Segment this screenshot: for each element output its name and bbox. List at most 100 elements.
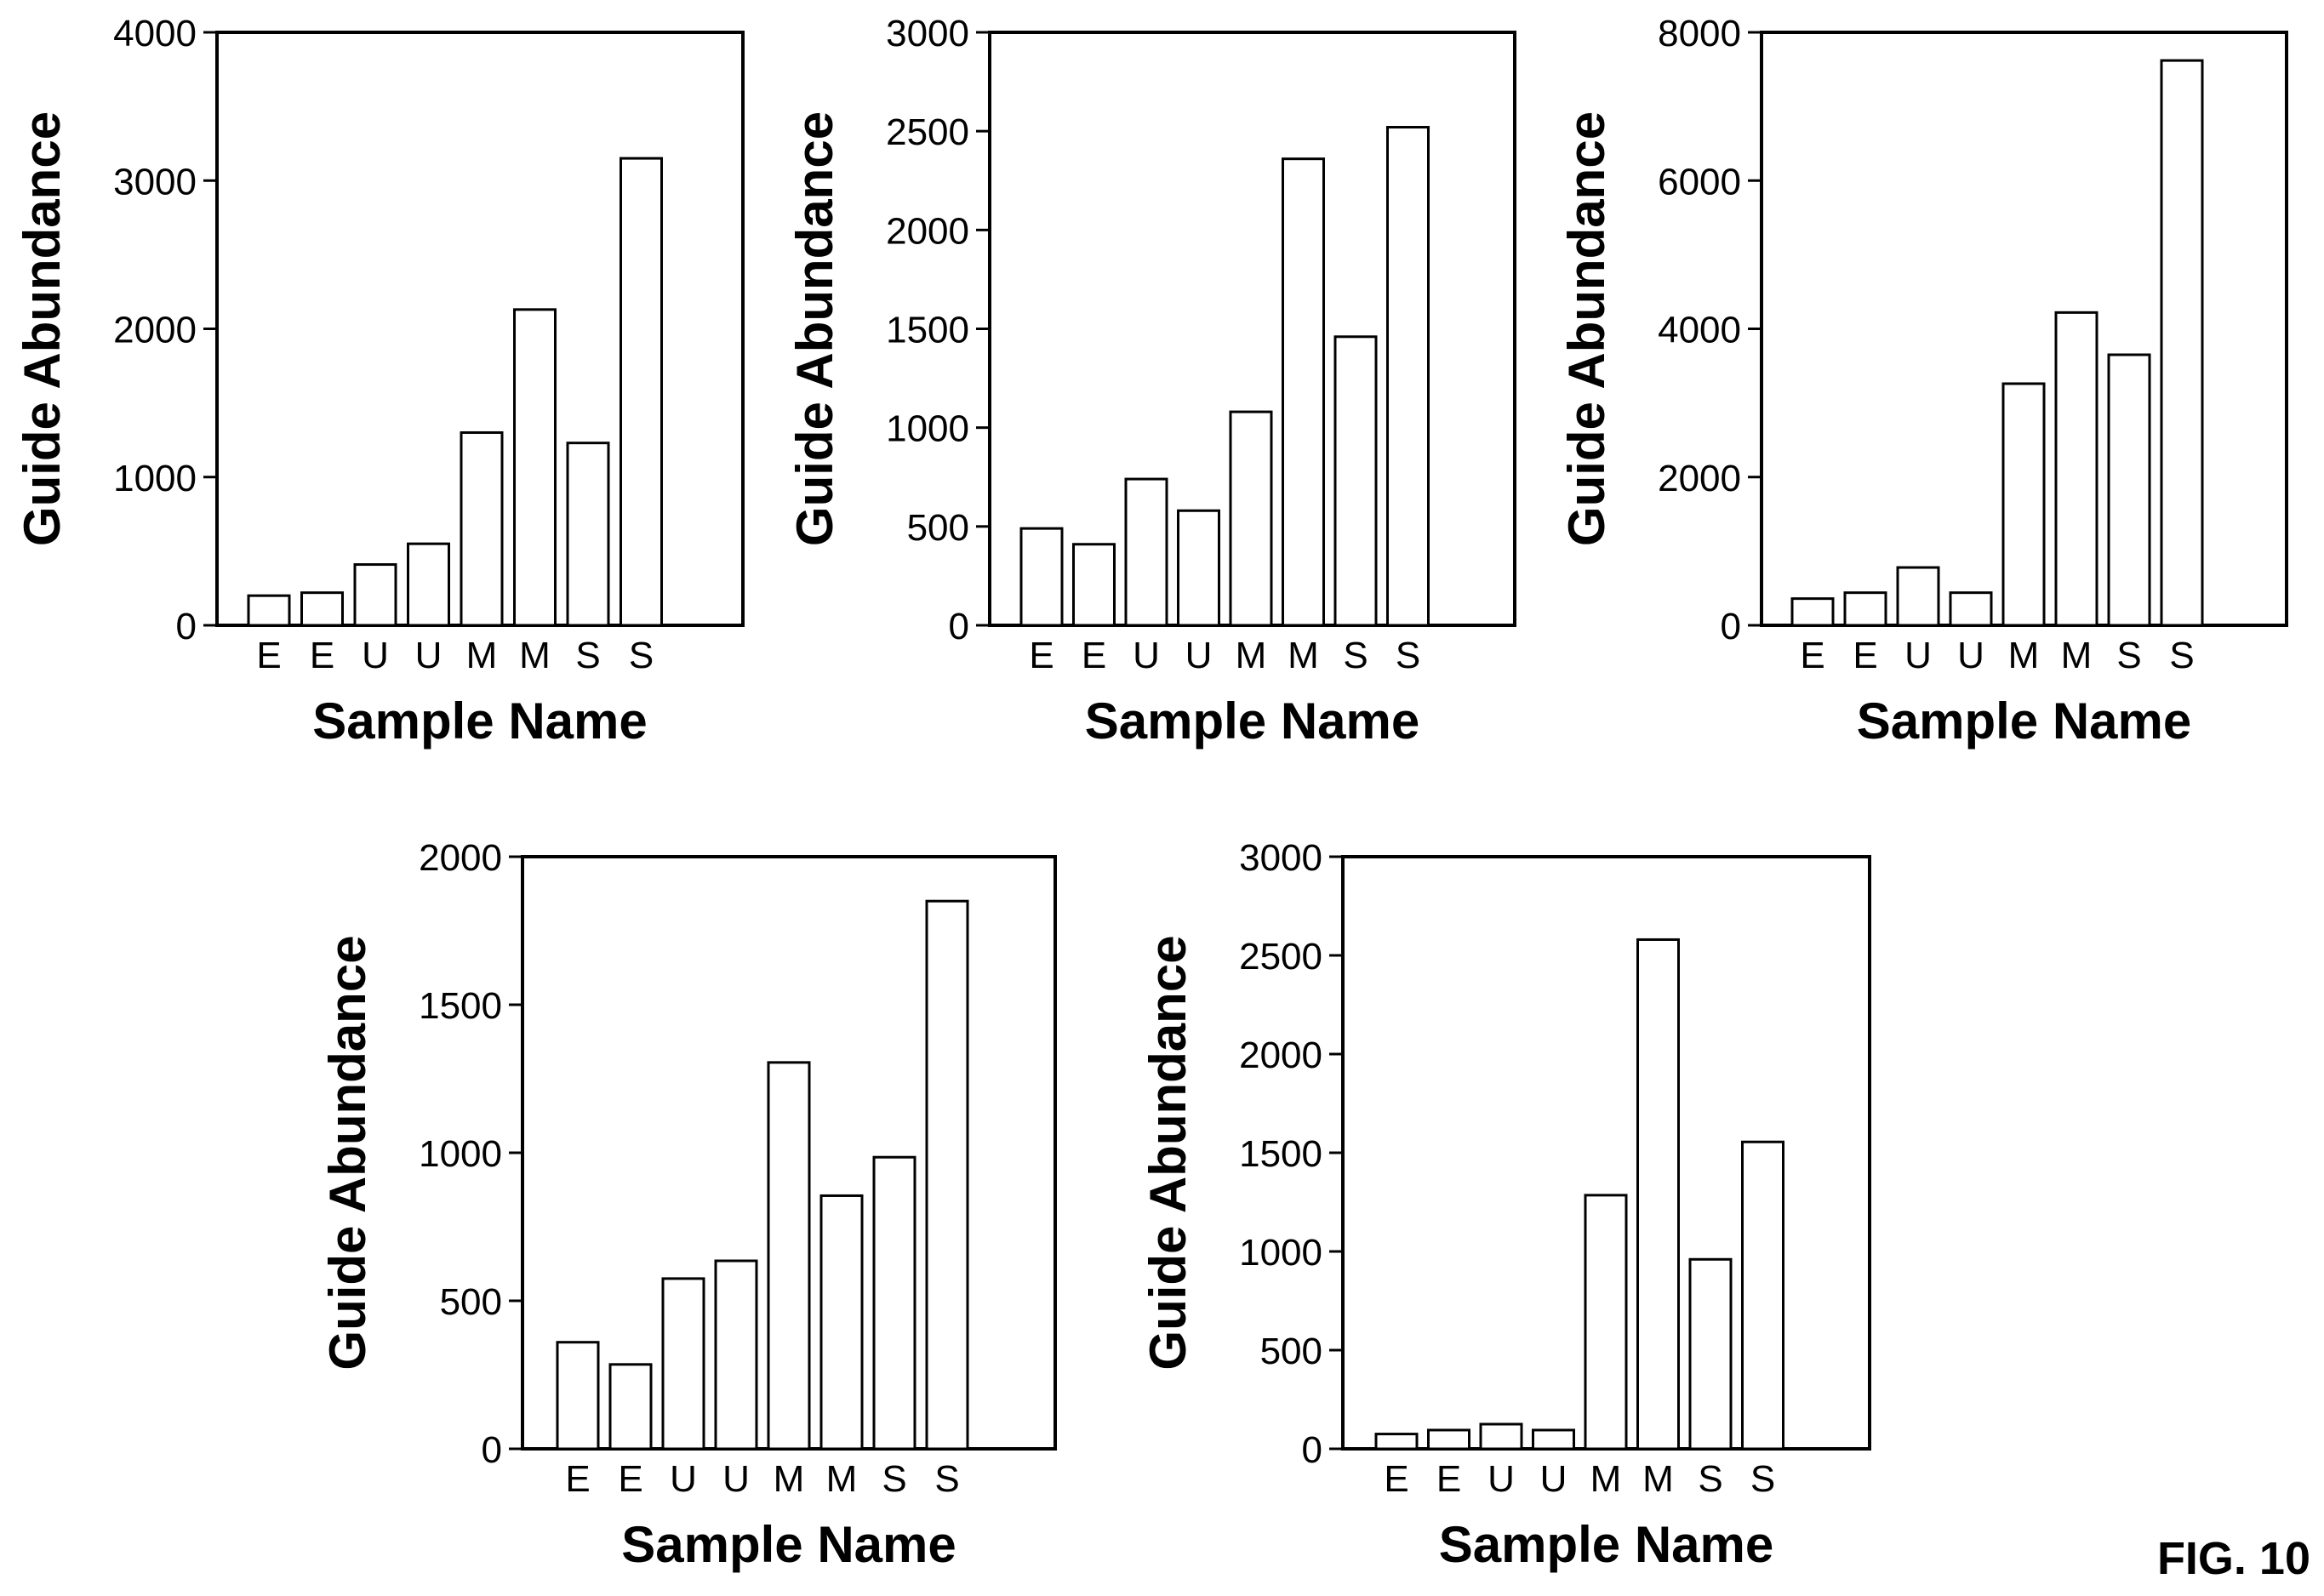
- x-category-label: E: [1853, 635, 1877, 676]
- y-tick-label: 1500: [886, 310, 969, 351]
- x-category-label: M: [2061, 635, 2093, 676]
- bar: [1479, 1422, 1523, 1451]
- y-tick-label: 0: [1721, 606, 1741, 647]
- bar: [1386, 126, 1430, 627]
- x-category-label: E: [565, 1458, 590, 1500]
- bar: [247, 594, 291, 627]
- x-category-label: M: [826, 1458, 858, 1500]
- x-category-label: E: [1082, 635, 1106, 676]
- x-category-label: U: [1540, 1458, 1567, 1500]
- bar: [513, 308, 557, 627]
- bar: [1229, 410, 1273, 627]
- x-category-label: U: [415, 635, 443, 676]
- y-tick-label: 500: [907, 507, 969, 549]
- y-tick-label: 1000: [1239, 1232, 1322, 1274]
- x-category-label: U: [1957, 635, 1984, 676]
- y-tick-label: 500: [1260, 1331, 1322, 1372]
- y-tick-label: 1000: [113, 458, 197, 499]
- x-category-label: M: [519, 635, 551, 676]
- y-tick-label: 500: [440, 1281, 502, 1323]
- bar: [925, 899, 969, 1451]
- y-axis-title: Guide Abundance: [14, 111, 71, 546]
- bar: [1177, 509, 1220, 627]
- bar: [1584, 1194, 1628, 1451]
- x-category-label: E: [618, 1458, 642, 1500]
- bar: [1532, 1428, 1575, 1451]
- x-category-label: E: [310, 635, 334, 676]
- x-category-label: M: [466, 635, 498, 676]
- bar: [2107, 353, 2151, 627]
- y-axis-title: Guide Abundance: [786, 111, 843, 546]
- y-tick-label: 2000: [113, 310, 197, 351]
- bar: [1949, 591, 1993, 627]
- x-category-label: S: [2169, 635, 2194, 676]
- y-tick-label: 1500: [1239, 1133, 1322, 1175]
- bar: [1019, 527, 1064, 627]
- y-tick-label: 0: [482, 1429, 502, 1471]
- y-tick-label: 4000: [113, 13, 197, 54]
- x-category-label: U: [1185, 635, 1213, 676]
- y-tick-label: 2500: [886, 111, 969, 153]
- y-tick-label: 3000: [886, 13, 969, 54]
- bar: [620, 157, 663, 627]
- y-axis-title: Guide Abundance: [319, 935, 376, 1370]
- x-category-label: S: [882, 1458, 906, 1500]
- x-category-label: S: [2116, 635, 2141, 676]
- bar: [661, 1277, 705, 1451]
- y-tick-label: 3000: [1239, 837, 1322, 879]
- y-tick-label: 6000: [1658, 161, 1741, 202]
- bar: [460, 430, 504, 627]
- x-category-label: U: [1133, 635, 1160, 676]
- y-tick-label: 0: [949, 606, 969, 647]
- x-category-label: S: [1396, 635, 1420, 676]
- x-axis-title: Sample Name: [1439, 1516, 1774, 1573]
- y-tick-label: 2000: [1658, 458, 1741, 499]
- x-category-label: E: [1436, 1458, 1461, 1500]
- x-category-label: M: [774, 1458, 805, 1500]
- bar: [1124, 477, 1168, 627]
- bar: [300, 591, 344, 627]
- x-category-label: E: [1384, 1458, 1408, 1500]
- y-tick-label: 1000: [886, 408, 969, 450]
- bar: [872, 1155, 916, 1451]
- x-category-label: E: [256, 635, 281, 676]
- bar: [714, 1259, 758, 1451]
- x-category-label: U: [670, 1458, 697, 1500]
- y-tick-label: 3000: [113, 161, 197, 202]
- bar: [1072, 543, 1116, 627]
- x-category-label: M: [1236, 635, 1267, 676]
- x-category-label: M: [1642, 1458, 1674, 1500]
- x-category-label: U: [1904, 635, 1932, 676]
- bar: [566, 442, 610, 627]
- bar: [1636, 938, 1680, 1451]
- x-axis-title: Sample Name: [1085, 693, 1420, 750]
- x-category-label: S: [1343, 635, 1368, 676]
- x-category-label: M: [1288, 635, 1319, 676]
- bar: [1896, 566, 1940, 627]
- bar: [407, 542, 450, 627]
- y-tick-label: 4000: [1658, 310, 1741, 351]
- bar: [608, 1363, 653, 1451]
- bar: [1333, 335, 1378, 627]
- x-category-label: S: [1750, 1458, 1775, 1500]
- x-axis-title: Sample Name: [1857, 693, 2192, 750]
- y-tick-label: 0: [1302, 1429, 1322, 1471]
- x-axis-title: Sample Name: [621, 1516, 956, 1573]
- y-axis-title: Guide Abundance: [1558, 111, 1615, 546]
- bar: [2160, 59, 2204, 627]
- x-axis-title: Sample Name: [312, 693, 648, 750]
- bar: [1282, 157, 1325, 627]
- x-category-label: U: [722, 1458, 750, 1500]
- bar: [556, 1341, 600, 1451]
- bar: [767, 1061, 811, 1451]
- x-category-label: E: [1800, 635, 1824, 676]
- y-tick-label: 1500: [419, 985, 502, 1027]
- figure-label: FIG. 10: [2157, 1533, 2310, 1584]
- x-category-label: S: [575, 635, 600, 676]
- y-tick-label: 2000: [886, 210, 969, 252]
- x-category-label: S: [1698, 1458, 1722, 1500]
- y-axis-title: Guide Abundance: [1139, 935, 1196, 1370]
